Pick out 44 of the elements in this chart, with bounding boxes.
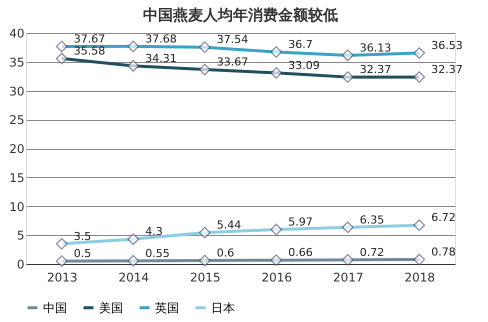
data-label: 34.31: [145, 52, 177, 65]
data-label: 32.37: [431, 63, 463, 76]
legend-label: 美国: [99, 300, 123, 315]
x-tick-label: 2014: [118, 270, 150, 284]
data-label: 5.97: [288, 216, 313, 229]
legend-label: 英国: [155, 300, 179, 315]
x-tick-label: 2013: [46, 270, 78, 284]
x-tick-label: 2015: [190, 270, 221, 284]
legend-label: 日本: [211, 300, 235, 315]
data-label: 32.37: [360, 63, 392, 76]
x-tick-label: 2017: [332, 270, 364, 284]
data-label: 4.3: [145, 225, 163, 238]
y-tick-label: 40: [9, 26, 24, 40]
data-label: 36.53: [431, 39, 463, 52]
data-label: 37.54: [216, 33, 248, 46]
chart-title: 中国燕麦人均年消费金额较低: [143, 6, 338, 24]
y-tick-label: 20: [9, 142, 24, 156]
data-label: 0.78: [431, 245, 456, 258]
data-label: 36.13: [360, 41, 392, 54]
data-label: 35.58: [74, 44, 106, 58]
data-label: 0.6: [216, 246, 234, 260]
data-label: 0.55: [145, 246, 170, 260]
y-tick-label: 30: [9, 84, 24, 98]
y-tick-label: 35: [9, 55, 24, 70]
y-tick-label: 10: [9, 200, 24, 214]
data-label: 5.44: [216, 218, 242, 232]
data-label: 6.35: [360, 213, 384, 226]
data-label: 36.7: [288, 38, 313, 52]
data-label: 3.5: [74, 230, 92, 243]
data-label: 37.68: [145, 32, 177, 46]
legend-label: 中国: [43, 300, 67, 315]
x-tick-label: 2018: [404, 270, 436, 284]
data-label: 0.72: [360, 246, 384, 259]
data-label: 37.67: [74, 32, 106, 46]
x-tick-label: 2016: [261, 270, 292, 284]
y-tick-label: 5: [16, 228, 24, 243]
data-label: 0.66: [288, 246, 313, 260]
y-tick-label: 25: [9, 113, 24, 128]
y-tick-label: 0: [16, 258, 24, 272]
data-label: 6.72: [431, 211, 456, 224]
data-label: 33.67: [216, 56, 248, 69]
data-label: 0.5: [74, 247, 92, 260]
data-label: 33.09: [288, 58, 320, 72]
y-tick-label: 15: [9, 170, 24, 185]
